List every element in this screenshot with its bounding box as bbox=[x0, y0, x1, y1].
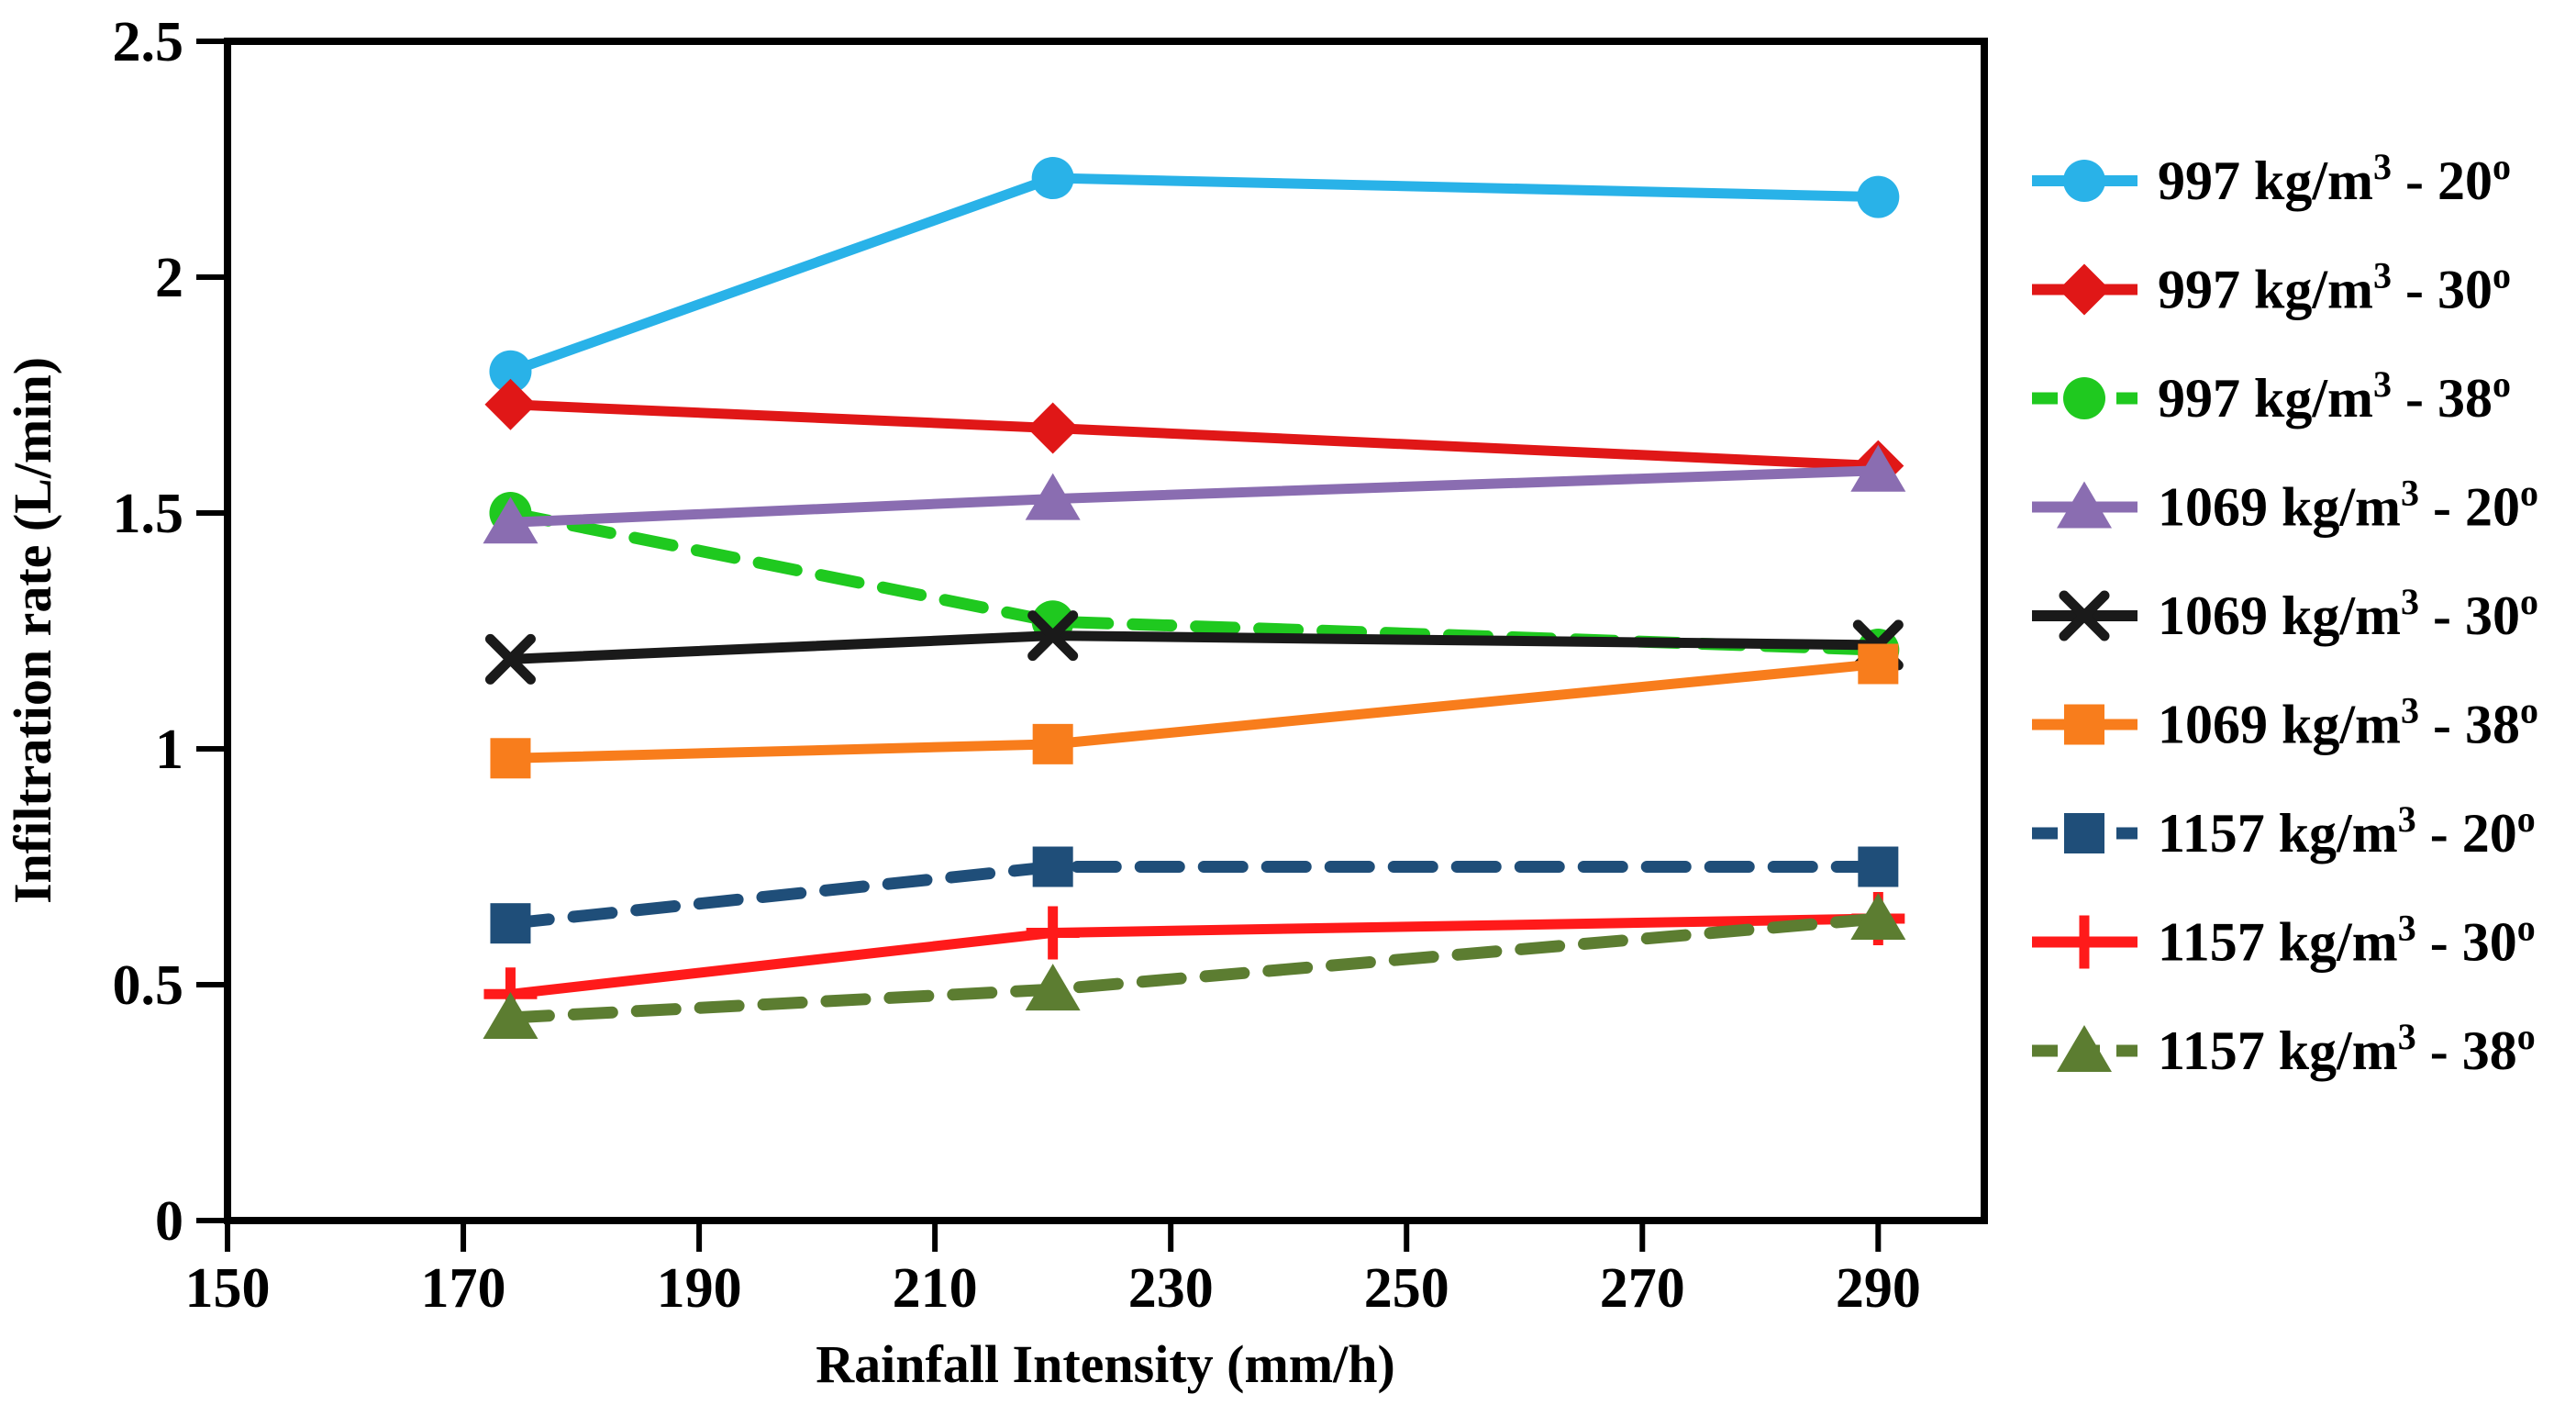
series-3-line bbox=[505, 465, 1883, 528]
legend-label: 1069 kg/m3 - 20o bbox=[2158, 473, 2538, 538]
y-tick-label: 1.5 bbox=[113, 483, 184, 545]
legend-item-7: 1157 kg/m3 - 30o bbox=[2032, 908, 2536, 973]
series-4-point-0 bbox=[484, 633, 536, 685]
x-tick-label: 210 bbox=[893, 1257, 978, 1320]
series-7 bbox=[483, 892, 1905, 1021]
x-tick-label: 150 bbox=[185, 1257, 271, 1320]
series-5-point-0 bbox=[490, 738, 531, 779]
series-1-line bbox=[505, 399, 1883, 472]
legend-item-2: 997 kg/m3 - 38o bbox=[2032, 363, 2511, 429]
series-8-point-0 bbox=[483, 991, 539, 1039]
legend-label: 1157 kg/m3 - 30o bbox=[2158, 908, 2536, 973]
legend-item-4: 1069 kg/m3 - 30o bbox=[2032, 581, 2538, 646]
plot-area: 150 170 190 210 230 250 270 290 0 0.5 1 1.5 2 2.5 bbox=[113, 11, 1988, 1320]
y-tick-label: 1 bbox=[155, 719, 183, 781]
x-tick-label: 250 bbox=[1364, 1257, 1449, 1320]
series-3-point-1 bbox=[1025, 473, 1081, 520]
series-5-line bbox=[505, 658, 1883, 764]
x-tick-label: 190 bbox=[657, 1257, 742, 1320]
series-6-point-0 bbox=[490, 903, 531, 944]
series-6-point-2 bbox=[1858, 846, 1899, 887]
series-1-point-1 bbox=[1027, 402, 1079, 454]
y-tick-label: 0.5 bbox=[113, 954, 184, 1017]
series-6 bbox=[490, 846, 1899, 944]
legend-label: 1157 kg/m3 - 38o bbox=[2158, 1016, 2536, 1081]
series-0-point-2 bbox=[1857, 175, 1900, 218]
y-tick-label: 2 bbox=[155, 247, 183, 309]
series-7-line bbox=[505, 913, 1883, 999]
series-4-point-1 bbox=[1027, 610, 1079, 662]
series-layer bbox=[483, 157, 1906, 1039]
series-7-point-1 bbox=[1026, 906, 1080, 960]
series-4-line bbox=[505, 630, 1883, 664]
legend-label: 997 kg/m3 - 20o bbox=[2158, 146, 2511, 211]
legend-item-0: 997 kg/m3 - 20o bbox=[2032, 146, 2511, 211]
series-3 bbox=[483, 444, 1906, 544]
series-0 bbox=[489, 157, 1900, 393]
series-5-point-2 bbox=[1858, 643, 1899, 685]
series-8-point-2 bbox=[1850, 893, 1906, 941]
series-6-line bbox=[504, 861, 1884, 930]
legend-label: 997 kg/m3 - 30o bbox=[2158, 255, 2511, 320]
series-1-point-0 bbox=[484, 378, 537, 430]
legend-marker-icon bbox=[2063, 160, 2105, 202]
x-tick-label: 230 bbox=[1128, 1257, 1214, 1320]
series-2-line bbox=[504, 507, 1884, 656]
series-6-point-1 bbox=[1032, 846, 1073, 887]
legend-marker-icon bbox=[2064, 704, 2104, 745]
legend-marker-icon bbox=[2057, 1025, 2112, 1072]
series-5 bbox=[490, 643, 1899, 779]
series-0-point-1 bbox=[1031, 157, 1074, 200]
y-tick-label: 2.5 bbox=[113, 11, 184, 73]
y-tick-label: 0 bbox=[155, 1190, 183, 1253]
chart-legend: 997 kg/m3 - 20o 997 kg/m3 - 30o 997 kg/m3 … bbox=[2032, 146, 2538, 1081]
x-tick-label: 170 bbox=[421, 1257, 506, 1320]
y-axis-title: Infiltration rate (L/min) bbox=[3, 357, 62, 904]
legend-item-1: 997 kg/m3 - 30o bbox=[2032, 255, 2511, 320]
x-tick-label: 270 bbox=[1600, 1257, 1685, 1320]
legend-item-8: 1157 kg/m3 - 38o bbox=[2032, 1016, 2536, 1081]
legend-item-6: 1157 kg/m3 - 20o bbox=[2032, 798, 2536, 864]
legend-item-3: 1069 kg/m3 - 20o bbox=[2032, 473, 2538, 538]
series-5-point-1 bbox=[1032, 723, 1073, 764]
legend-label: 997 kg/m3 - 38o bbox=[2158, 363, 2511, 429]
legend-marker-icon bbox=[2059, 263, 2110, 316]
series-8 bbox=[483, 893, 1906, 1039]
series-0-point-0 bbox=[489, 350, 532, 393]
legend-marker-icon bbox=[2064, 813, 2104, 853]
legend-marker-icon bbox=[2057, 481, 2112, 529]
legend-label: 1069 kg/m3 - 38o bbox=[2158, 690, 2538, 755]
legend-item-5: 1069 kg/m3 - 38o bbox=[2032, 690, 2538, 755]
x-tick-label: 290 bbox=[1836, 1257, 1921, 1320]
legend-marker-icon bbox=[2063, 377, 2105, 419]
legend-marker-icon bbox=[2058, 915, 2111, 969]
legend-marker-icon bbox=[2059, 590, 2110, 641]
x-axis-title: Rainfall Intensity (mm/h) bbox=[816, 1334, 1395, 1394]
series-0-line bbox=[505, 173, 1883, 377]
legend-label: 1069 kg/m3 - 30o bbox=[2158, 581, 2538, 646]
series-3-point-0 bbox=[483, 496, 539, 544]
legend-label: 1157 kg/m3 - 20o bbox=[2158, 798, 2536, 864]
series-3-point-2 bbox=[1850, 444, 1906, 492]
plot-frame bbox=[224, 38, 1988, 1224]
series-8-point-1 bbox=[1025, 964, 1081, 1011]
